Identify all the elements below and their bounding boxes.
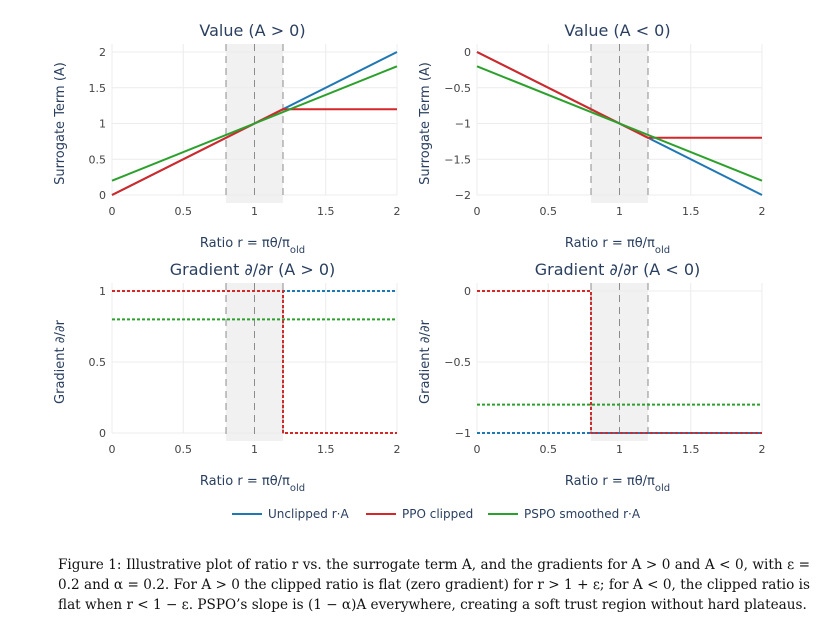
y-tick-label: −1 (455, 427, 471, 440)
x-tick-label: 0.5 (540, 443, 558, 456)
y-tick-label: −1 (455, 118, 471, 131)
x-tick-label: 1.5 (317, 443, 335, 456)
y-axis-label: Gradient ∂/∂r (53, 319, 68, 404)
panel-1: 0 0.5 1 1.5 2 0 0.5 1 1.5 2 Value (A > 0) Ratio r =… (53, 21, 401, 256)
legend-label: Unclipped r·A (268, 507, 349, 521)
y-tick-label: 1 (99, 118, 106, 131)
x-axis-label-sub: old (290, 483, 305, 494)
x-tick-label: 1 (616, 205, 623, 218)
x-axis-label: Ratio r = πθ/πold (200, 474, 305, 494)
x-tick-label: 0.5 (175, 205, 193, 218)
series-line-ppo-clipped (476, 51, 762, 139)
y-tick-label: 2 (99, 46, 106, 59)
panel-3: 0 0.5 1 0 0.5 1 1.5 2 Gradient ∂/∂r (A > 0) Ratio… (53, 260, 401, 494)
x-tick-label: 2 (394, 443, 401, 456)
y-tick-label: 0 (464, 46, 471, 59)
series-line-ppo-clipped (111, 108, 397, 196)
y-tick-label: 0 (464, 285, 471, 298)
y-tick-label: −2 (455, 189, 471, 202)
x-tick-label: 0 (109, 205, 116, 218)
x-tick-label: 0.5 (175, 443, 193, 456)
panel-title: Gradient ∂/∂r (A > 0) (170, 260, 336, 279)
x-tick-label: 2 (759, 443, 766, 456)
x-tick-label: 1.5 (682, 443, 700, 456)
figure-caption: Figure 1: Illustrative plot of ratio r v… (58, 557, 810, 613)
y-axis-label: Gradient ∂/∂r (418, 319, 433, 404)
y-tick-label: 0.5 (89, 356, 107, 369)
y-tick-label: −0.5 (444, 82, 471, 95)
x-tick-label: 0 (109, 443, 116, 456)
legend: Unclipped r·A PPO clipped PSPO smoothed r·… (232, 507, 641, 521)
legend-label: PSPO smoothed r·A (524, 507, 641, 521)
x-axis-label-main: Ratio r = πθ/π (200, 474, 290, 489)
y-axis-label: Surrogate Term (A) (418, 62, 433, 185)
y-tick-label: 0 (99, 427, 106, 440)
y-tick-label: 0 (99, 189, 106, 202)
y-tick-label: −0.5 (444, 356, 471, 369)
x-axis-label-sub: old (655, 483, 670, 494)
x-axis-label-main: Ratio r = πθ/π (565, 474, 655, 489)
figure: 0 0.5 1 1.5 2 0 0.5 1 1.5 2 Value (A > 0) Ratio r =… (53, 21, 766, 521)
x-tick-label: 0.5 (540, 205, 558, 218)
y-tick-label: 0.5 (89, 153, 107, 166)
x-axis-label: Ratio r = πθ/πold (565, 236, 670, 256)
series-line-ppo-clipped (112, 290, 397, 434)
series-line-pspo-smoothed-r-a (111, 65, 398, 182)
x-tick-label: 1 (251, 443, 258, 456)
panel-title: Gradient ∂/∂r (A < 0) (535, 260, 701, 279)
x-tick-label: 1 (616, 443, 623, 456)
x-axis-label: Ratio r = πθ/πold (565, 474, 670, 494)
y-tick-label: −1.5 (444, 153, 471, 166)
x-axis-label-sub: old (655, 245, 670, 256)
series-line-ppo-clipped (477, 290, 762, 434)
x-axis-label-sub: old (290, 245, 305, 256)
y-tick-label: 1 (99, 285, 106, 298)
x-tick-label: 1.5 (317, 205, 335, 218)
x-tick-label: 2 (394, 205, 401, 218)
x-tick-label: 0 (474, 205, 481, 218)
x-axis-label-main: Ratio r = πθ/π (200, 236, 290, 251)
x-tick-label: 0 (474, 443, 481, 456)
x-tick-label: 2 (759, 205, 766, 218)
x-axis-label: Ratio r = πθ/πold (200, 236, 305, 256)
series-line-pspo-smoothed-r-a (476, 65, 763, 182)
x-tick-label: 1.5 (682, 205, 700, 218)
x-axis-label-main: Ratio r = πθ/π (565, 236, 655, 251)
legend-label: PPO clipped (402, 507, 473, 521)
y-tick-label: 1.5 (89, 82, 107, 95)
x-tick-label: 1 (251, 205, 258, 218)
y-axis-label: Surrogate Term (A) (53, 62, 68, 185)
panel-title: Value (A < 0) (564, 21, 670, 40)
panel-title: Value (A > 0) (199, 21, 305, 40)
